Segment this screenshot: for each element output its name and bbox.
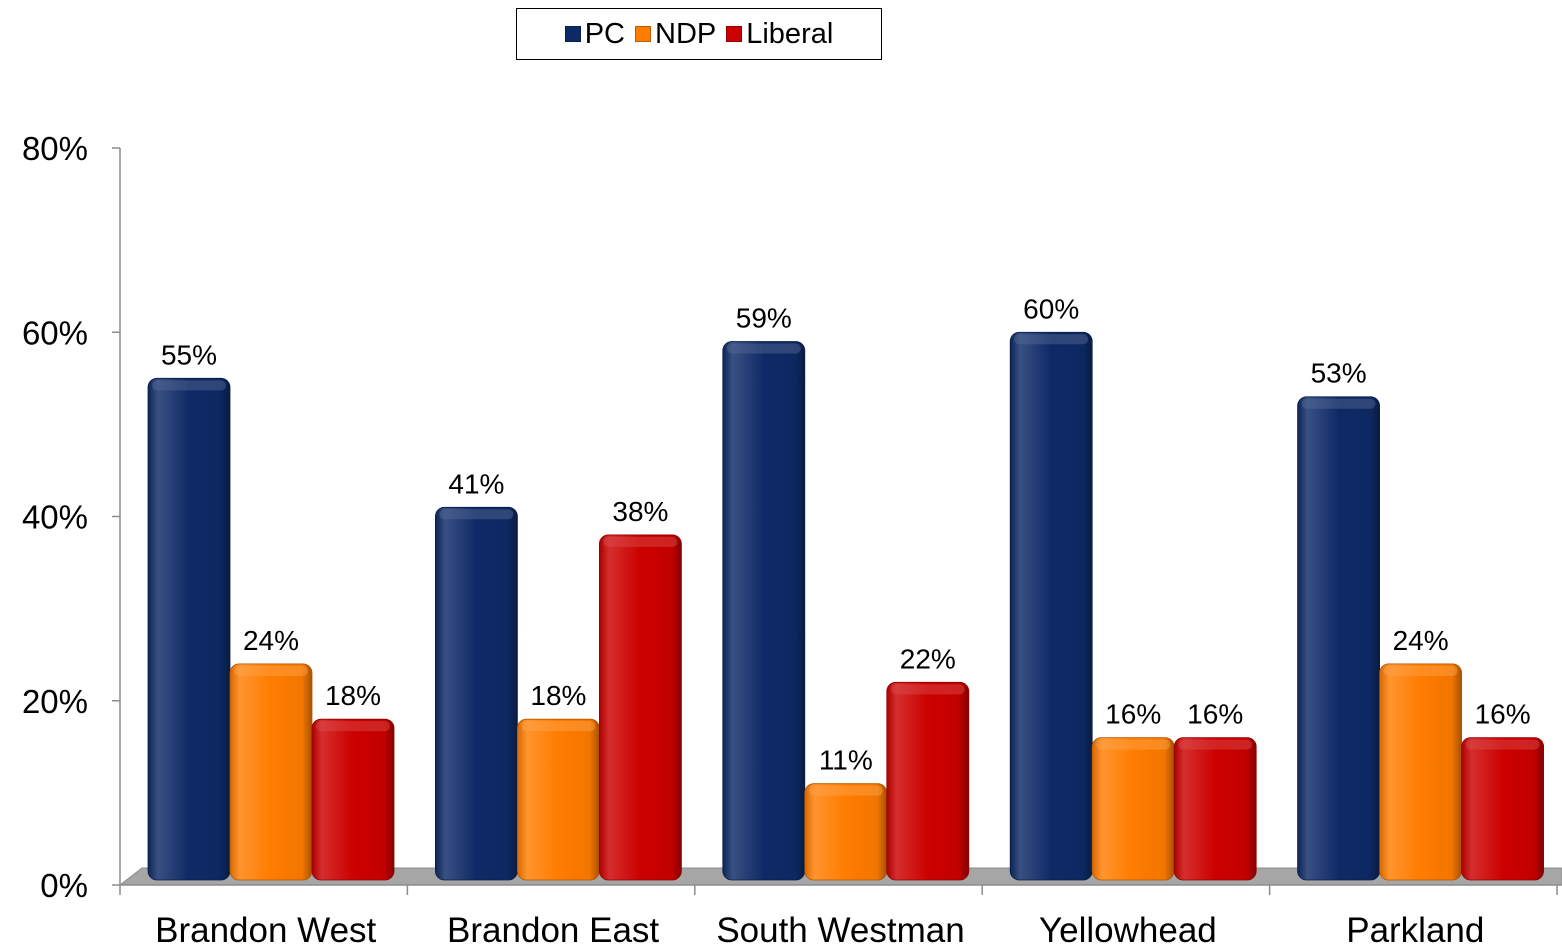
data-label: 16% [1105, 699, 1161, 730]
legend-swatch-liberal [726, 26, 743, 42]
data-label: 24% [1393, 625, 1449, 656]
bar-highlight [890, 684, 965, 695]
data-label: 18% [530, 680, 586, 711]
legend-swatch-ndp [635, 26, 651, 42]
bar-highlight [1178, 739, 1253, 750]
y-tick-label: 20% [22, 683, 88, 720]
y-tick-label: 80% [22, 130, 88, 167]
bar-pc-south-westman [722, 341, 806, 881]
bar-highlight [521, 721, 596, 732]
bar-highlight [1014, 334, 1089, 345]
data-label: 59% [736, 302, 792, 333]
x-category-label: Yellowhead [1039, 911, 1217, 947]
data-label: 53% [1311, 358, 1367, 389]
y-tick-label: 0% [40, 867, 88, 904]
bar-ndp-yellowhead [1091, 737, 1175, 881]
legend-label-pc: PC [584, 17, 625, 50]
data-label: 24% [243, 625, 299, 656]
bar-highlight [1465, 739, 1540, 750]
bar-ndp-south-westman [804, 783, 888, 881]
bar-highlight [1383, 665, 1458, 676]
y-tick-label: 60% [22, 314, 88, 351]
bar-liberal-brandon-west [311, 718, 395, 881]
bar-pc-brandon-east [434, 506, 518, 881]
chart-legend: PC NDP Liberal [516, 8, 882, 60]
bar-liberal-yellowhead [1173, 737, 1257, 881]
bar-highlight [1096, 739, 1171, 750]
data-label: 60% [1023, 293, 1079, 324]
x-category-label: Brandon West [155, 911, 376, 947]
data-label: 22% [900, 643, 956, 674]
legend-item-pc: PC [564, 17, 625, 51]
legend-label-liberal: Liberal [746, 17, 834, 50]
bar-highlight [234, 665, 308, 676]
bar-highlight [726, 343, 801, 354]
bar-liberal-south-westman [886, 681, 970, 881]
data-label: 16% [1475, 699, 1531, 730]
legend-item-liberal: Liberal [726, 18, 833, 51]
data-label: 18% [325, 680, 381, 711]
y-tick-label: 40% [22, 499, 88, 536]
legend-swatch-pc [564, 26, 581, 42]
legend-label-ndp: NDP [655, 17, 717, 50]
data-label: 41% [448, 468, 504, 499]
x-category-label: Brandon East [447, 911, 659, 947]
bar-highlight [1301, 398, 1376, 409]
x-category-label: South Westman [716, 911, 964, 947]
bar-ndp-brandon-east [517, 718, 600, 881]
bar-highlight [603, 536, 678, 547]
x-category-label: Parkland [1346, 911, 1484, 947]
bar-liberal-brandon-east [599, 534, 682, 881]
bar-ndp-brandon-west [229, 663, 313, 881]
bar-liberal-parkland [1461, 737, 1544, 881]
data-label: 16% [1187, 699, 1243, 730]
data-label: 38% [612, 496, 668, 527]
data-label: 11% [819, 745, 873, 776]
bar-pc-parkland [1297, 396, 1380, 881]
bar-pc-brandon-west [147, 377, 231, 881]
bar-pc-yellowhead [1009, 331, 1093, 881]
data-label: 55% [161, 339, 217, 370]
bar-highlight [316, 721, 390, 732]
bar-ndp-parkland [1379, 663, 1462, 881]
bar-highlight [152, 380, 226, 391]
bar-highlight [808, 785, 883, 796]
legend-item-ndp: NDP [635, 18, 716, 51]
bar-highlight [439, 509, 514, 520]
